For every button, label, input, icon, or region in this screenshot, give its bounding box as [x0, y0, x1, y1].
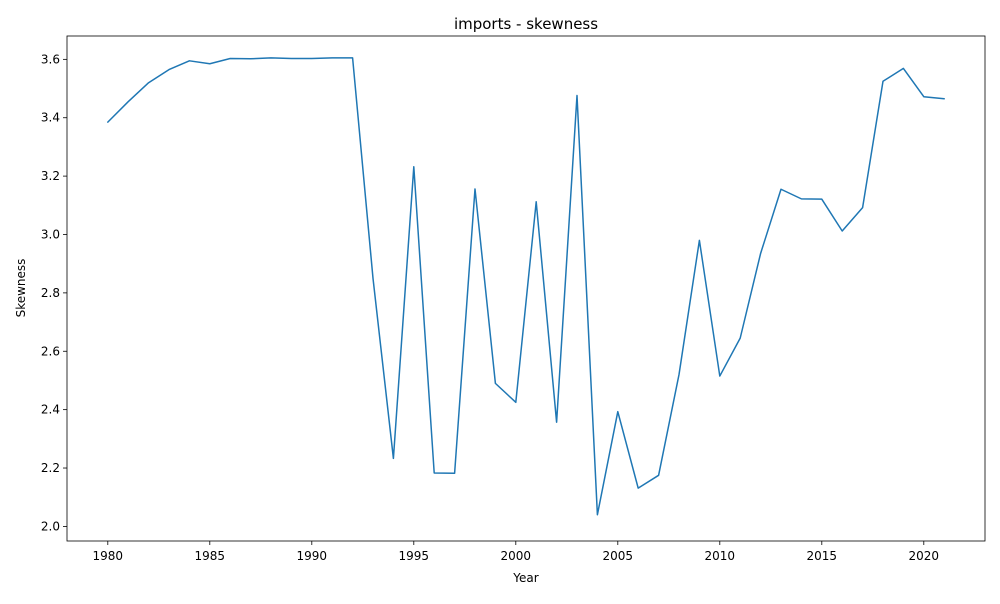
- x-axis-ticks: 1980 1985 1990 1995 2000 2005 2010 2015 2020: [93, 541, 940, 563]
- y-axis-label: Skewness: [14, 259, 28, 318]
- y-tick-label: 3.2: [41, 169, 60, 183]
- y-tick-label: 2.2: [41, 461, 60, 475]
- x-tick-label: 2020: [909, 549, 940, 563]
- x-tick-label: 2010: [705, 549, 736, 563]
- y-axis-ticks: 2.0 2.2 2.4 2.6 2.8 3.0 3.2 3.4 3.6: [41, 52, 67, 533]
- x-tick-label: 1980: [93, 549, 124, 563]
- series-line: [107, 57, 945, 516]
- chart-title: imports - skewness: [454, 15, 598, 33]
- x-tick-label: 1995: [399, 549, 430, 563]
- y-tick-label: 3.0: [41, 227, 60, 241]
- x-tick-label: 1990: [297, 549, 328, 563]
- y-tick-label: 3.4: [41, 111, 60, 125]
- y-tick-label: 2.8: [41, 286, 60, 300]
- plot-frame: [66, 35, 986, 542]
- x-tick-label: 1985: [195, 549, 226, 563]
- x-tick-label: 2000: [501, 549, 532, 563]
- y-tick-label: 2.6: [41, 344, 60, 358]
- x-tick-label: 2005: [603, 549, 634, 563]
- y-tick-label: 2.0: [41, 519, 60, 533]
- y-tick-label: 3.6: [41, 52, 60, 66]
- x-tick-label: 2015: [807, 549, 838, 563]
- y-tick-label: 2.4: [41, 403, 60, 417]
- x-axis-label: Year: [512, 571, 538, 585]
